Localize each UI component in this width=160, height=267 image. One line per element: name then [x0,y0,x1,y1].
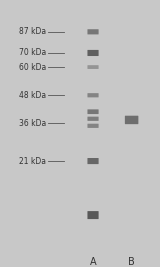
Text: 21 kDa: 21 kDa [19,156,46,166]
FancyBboxPatch shape [88,93,99,97]
Text: 87 kDa: 87 kDa [19,27,46,36]
FancyBboxPatch shape [88,65,99,69]
FancyBboxPatch shape [125,116,138,124]
FancyBboxPatch shape [88,211,99,219]
FancyBboxPatch shape [88,29,99,34]
Text: 70 kDa: 70 kDa [19,49,46,57]
FancyBboxPatch shape [88,158,99,164]
FancyBboxPatch shape [88,50,99,56]
Text: 60 kDa: 60 kDa [19,62,46,72]
FancyBboxPatch shape [88,117,99,121]
Text: 48 kDa: 48 kDa [19,91,46,100]
FancyBboxPatch shape [88,109,99,114]
Text: 36 kDa: 36 kDa [19,119,46,128]
Text: B: B [128,257,135,267]
Text: A: A [90,257,96,267]
FancyBboxPatch shape [88,124,99,128]
